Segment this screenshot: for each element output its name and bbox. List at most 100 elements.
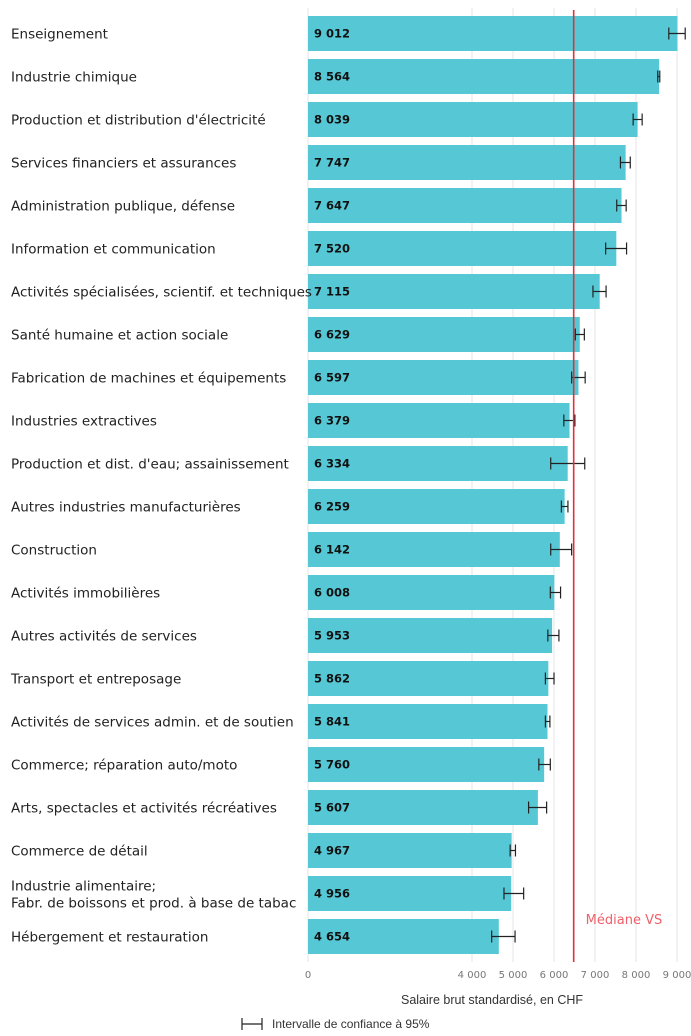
category-label-line: Fabr. de boissons et prod. à base de tab…: [11, 896, 296, 912]
x-tick-label: 4 000: [458, 970, 487, 981]
x-axis-title: Salaire brut standardisé, en CHF: [401, 993, 583, 1007]
value-label: 8 564: [314, 70, 350, 84]
category-label-line: Commerce de détail: [11, 844, 148, 860]
bar: [308, 274, 600, 309]
value-label: 7 747: [314, 156, 350, 170]
value-label: 4 956: [314, 887, 350, 901]
category-label: Production et distribution d'électricité: [11, 113, 266, 129]
category-label-line: Transport et entreposage: [10, 672, 181, 688]
value-label: 6 259: [314, 500, 350, 514]
category-label-line: Santé humaine et action sociale: [11, 328, 228, 344]
bar: [308, 618, 553, 653]
median-label: Médiane VS: [586, 913, 663, 928]
category-label: Commerce de détail: [11, 844, 148, 860]
bar: [308, 145, 626, 180]
category-label: Enseignement: [11, 27, 108, 43]
category-label: Industrie alimentaire; Fabr. de boissons …: [11, 879, 296, 912]
value-label: 5 607: [314, 801, 350, 815]
bar: [308, 790, 538, 825]
bar: [308, 102, 638, 137]
error-bar: [619, 156, 631, 169]
category-label-line: Activités immobilières: [11, 586, 160, 602]
error-bar: [544, 715, 551, 728]
category-labels: Enseignement Industrie chimique Production…: [10, 27, 312, 946]
value-label: 5 841: [314, 715, 350, 729]
category-label: Industries extractives: [11, 414, 157, 430]
error-bar: [605, 242, 628, 255]
error-bar: [632, 113, 643, 126]
x-tick-label: 0: [305, 970, 311, 981]
category-label: Fabrication de machines et équipements: [11, 371, 286, 387]
bar: [308, 704, 548, 739]
category-label: Industrie chimique: [11, 70, 137, 86]
bar: [308, 188, 622, 223]
category-label-line: Information et communication: [11, 242, 216, 258]
category-label: Transport et entreposage: [10, 672, 181, 688]
category-label-line: Commerce; réparation auto/moto: [11, 758, 237, 774]
category-label-line: Activités spécialisées, scientif. et tec…: [11, 285, 312, 301]
category-label: Construction: [11, 543, 97, 559]
x-tick-label: 7 000: [581, 970, 610, 981]
error-bar: [668, 27, 686, 40]
bar: [308, 661, 549, 696]
category-label-line: Hébergement et restauration: [11, 930, 208, 946]
category-label: Santé humaine et action sociale: [11, 328, 228, 344]
category-label: Activités spécialisées, scientif. et tec…: [11, 285, 312, 301]
value-label: 6 008: [314, 586, 350, 600]
category-label: Information et communication: [11, 242, 216, 258]
category-label-line: Industries extractives: [11, 414, 157, 430]
category-label-line: Construction: [11, 543, 97, 559]
bars: [308, 16, 678, 954]
value-label: 7 115: [314, 285, 350, 299]
category-label: Commerce; réparation auto/moto: [11, 758, 237, 774]
value-label: 7 520: [314, 242, 350, 256]
bar: [308, 747, 545, 782]
bar: [308, 446, 568, 481]
category-label-line: Production et distribution d'électricité: [11, 113, 266, 129]
error-bar: [616, 199, 627, 212]
category-label-line: Enseignement: [11, 27, 108, 43]
bar: [308, 59, 660, 94]
error-bar: [592, 285, 607, 298]
x-tick-label: 6 000: [540, 970, 569, 981]
value-label: 8 039: [314, 113, 350, 127]
bar: [308, 16, 678, 51]
error-bar: [509, 844, 517, 857]
error-bar: [560, 500, 569, 513]
legend: Intervalle de confiance à 95%: [241, 1017, 430, 1031]
category-label: Autres activités de services: [11, 629, 197, 645]
x-tick-label: 5 000: [499, 970, 528, 981]
x-tick-labels: 0 4 000 5 000 6 000 7 000 8 000 9 000: [305, 970, 691, 981]
category-label: Activités immobilières: [11, 586, 160, 602]
category-label-line: Services financiers et assurances: [11, 156, 236, 172]
error-bar: [550, 543, 573, 556]
error-bar: [550, 457, 586, 470]
median: Médiane VS: [572, 10, 663, 962]
confidence-interval-icon: [241, 1018, 263, 1030]
category-label: Services financiers et assurances: [11, 156, 236, 172]
bar: [308, 403, 570, 438]
error-bar: [491, 930, 516, 943]
error-bar: [503, 887, 525, 900]
value-label: 6 142: [314, 543, 350, 557]
value-label: 9 012: [314, 27, 350, 41]
category-label-line: Fabrication de machines et équipements: [11, 371, 286, 387]
category-label: Activités de services admin. et de souti…: [11, 715, 294, 731]
value-label: 6 629: [314, 328, 350, 342]
bar: [308, 919, 499, 954]
error-bar: [574, 328, 585, 341]
error-bar: [538, 758, 551, 771]
error-bar: [657, 70, 661, 83]
category-label: Production et dist. d'eau; assainissemen…: [11, 457, 289, 473]
legend-label: Intervalle de confiance à 95%: [272, 1017, 430, 1031]
value-labels: 9 012 8 564 8 039 7 747 7 647 7 520 7 115 6 629…: [314, 27, 350, 944]
bar: [308, 231, 617, 266]
value-label: 5 760: [314, 758, 350, 772]
value-label: 6 597: [314, 371, 350, 385]
category-label: Autres industries manufacturières: [11, 500, 241, 516]
category-label-line: Activités de services admin. et de souti…: [11, 715, 294, 731]
category-label-line: Production et dist. d'eau; assainissemen…: [11, 457, 289, 473]
bar: [308, 360, 579, 395]
bar: [308, 317, 580, 352]
value-label: 5 953: [314, 629, 350, 643]
